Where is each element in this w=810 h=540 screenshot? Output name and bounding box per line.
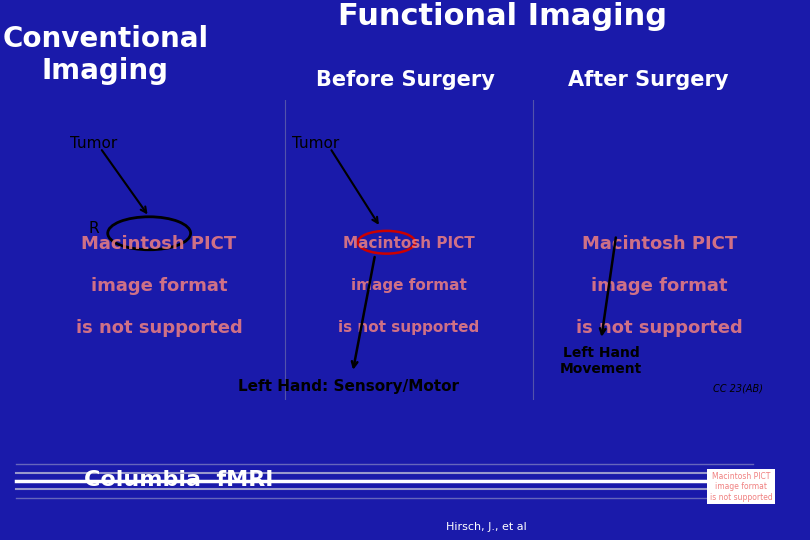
Text: Columbia  fMRI: Columbia fMRI [83,470,273,490]
Text: image format: image format [591,276,727,295]
Text: Tumor: Tumor [292,136,339,151]
Text: Conventional
Imaging: Conventional Imaging [2,25,208,85]
Text: is not supported: is not supported [75,319,242,336]
Text: Functional Imaging: Functional Imaging [338,2,667,31]
Text: After Surgery: After Surgery [568,70,728,90]
Text: image format: image format [351,278,467,293]
Text: R: R [89,221,100,237]
Text: CC 23(AB): CC 23(AB) [713,383,763,394]
Text: Left Hand
Movement: Left Hand Movement [560,346,642,376]
Text: Macintosh PICT: Macintosh PICT [81,235,237,253]
Text: Hirsch, J., et al: Hirsch, J., et al [446,522,526,531]
Text: image format: image format [91,276,227,295]
Text: is not supported: is not supported [576,319,743,336]
Text: Macintosh PICT: Macintosh PICT [343,237,475,251]
Text: is not supported: is not supported [339,320,480,335]
Text: Before Surgery: Before Surgery [316,70,494,90]
Text: Tumor: Tumor [70,136,117,151]
Text: Macintosh PICT
image format
is not supported: Macintosh PICT image format is not suppo… [710,472,773,502]
Text: Macintosh PICT: Macintosh PICT [582,235,737,253]
Text: Left Hand: Sensory/Motor: Left Hand: Sensory/Motor [238,379,459,394]
